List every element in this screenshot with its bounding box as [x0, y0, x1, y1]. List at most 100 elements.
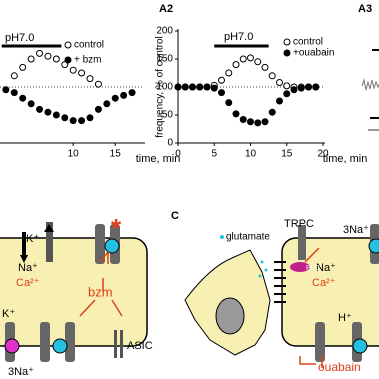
legend-marker [64, 56, 72, 64]
channel-label: TRPC [284, 218, 314, 230]
legend-label: +ouabain [293, 48, 334, 59]
x-tick-label: 10 [245, 149, 257, 160]
ion-label: 3Na⁺ [343, 224, 369, 236]
data-point [196, 83, 204, 91]
annotation: pH7.0 [5, 32, 34, 44]
ion-label: H⁺ [338, 312, 352, 324]
enzyme-label: PLC [306, 265, 320, 272]
x-tick-label: 5 [211, 149, 217, 160]
y-axis-label: frequency, % of control [155, 36, 166, 138]
x-tick-label: 15 [281, 149, 293, 160]
data-point [232, 61, 240, 69]
legend-marker [64, 41, 72, 49]
ion-label: Na⁺ [18, 262, 38, 274]
data-point [78, 69, 86, 77]
data-point [103, 100, 111, 108]
data-point [261, 63, 269, 71]
data-point [254, 119, 262, 127]
data-point [203, 83, 211, 91]
data-point [268, 72, 276, 80]
data-point [19, 63, 27, 71]
data-point [239, 115, 247, 123]
data-point [218, 89, 225, 97]
data-point [268, 108, 276, 116]
data-point [52, 111, 60, 119]
data-point [254, 58, 262, 66]
data-point [247, 118, 254, 126]
x-axis-label: time, min [323, 153, 368, 165]
data-point [52, 55, 60, 63]
data-point [276, 97, 283, 105]
y-tick-label: 0 [167, 138, 173, 149]
a3-traces [361, 49, 379, 131]
data-point [290, 86, 298, 94]
ion-label: K⁺ [2, 308, 15, 320]
panel-c-diagram [184, 224, 379, 368]
data-point [61, 61, 69, 69]
data-point [27, 55, 35, 63]
data-point [19, 94, 27, 102]
data-point [61, 114, 69, 122]
y-tick-label: 200 [156, 26, 173, 37]
data-point [276, 79, 283, 87]
data-point [94, 105, 102, 113]
drug-label: ouabain [318, 360, 361, 374]
data-point [111, 94, 119, 102]
channel-label: ASIC [127, 340, 153, 352]
drug-label: bzm [88, 284, 113, 299]
data-point [181, 83, 189, 91]
data-point [86, 75, 94, 83]
legend-label: control [293, 37, 323, 48]
legend-marker [283, 38, 291, 46]
data-point [94, 80, 102, 88]
data-point [27, 100, 35, 108]
data-point [2, 86, 10, 94]
data-point [120, 91, 128, 99]
data-point [86, 114, 94, 122]
x-axis-label: time, min [136, 153, 181, 165]
data-point [174, 83, 182, 91]
data-point [36, 49, 44, 57]
ion-label: Na⁺ [316, 262, 336, 274]
data-point [297, 84, 305, 92]
y-tick-label: 150 [156, 54, 173, 65]
data-point [78, 117, 86, 125]
data-point [283, 90, 291, 98]
panel-label: A3 [358, 3, 372, 15]
data-point [239, 55, 247, 63]
data-point [283, 82, 291, 90]
legend-label: control [74, 40, 104, 51]
data-point [247, 54, 254, 62]
data-point [305, 83, 312, 91]
panel-label: C [171, 210, 179, 222]
data-point [210, 84, 218, 92]
data-point [189, 83, 196, 91]
data-point [44, 52, 52, 60]
data-point [10, 72, 18, 80]
y-tick-label: 50 [162, 110, 174, 121]
data-point [225, 69, 233, 77]
data-point [232, 110, 240, 118]
data-point [128, 89, 136, 97]
data-point [218, 76, 225, 84]
x-tick-label: 15 [110, 149, 122, 160]
data-point [261, 118, 269, 126]
ion-label: Ca²⁺ [16, 277, 40, 289]
star: * [111, 213, 122, 243]
x-tick-label: 10 [68, 149, 80, 160]
data-point [312, 83, 320, 91]
legend-marker [283, 49, 291, 57]
x-tick-label: 20 [317, 149, 329, 160]
label: glutamate [226, 232, 270, 243]
panel-b-diagram [0, 222, 148, 362]
data-point [225, 99, 233, 107]
x-tick-label: 0 [175, 149, 181, 160]
data-point [10, 89, 18, 97]
ion-label: Ca²⁺ [312, 277, 336, 289]
annotation: pH7.0 [224, 31, 253, 43]
ion-label: K⁺ [26, 233, 39, 245]
data-point [69, 66, 77, 74]
data-point [69, 117, 77, 125]
legend-label: + bzm [74, 55, 102, 66]
